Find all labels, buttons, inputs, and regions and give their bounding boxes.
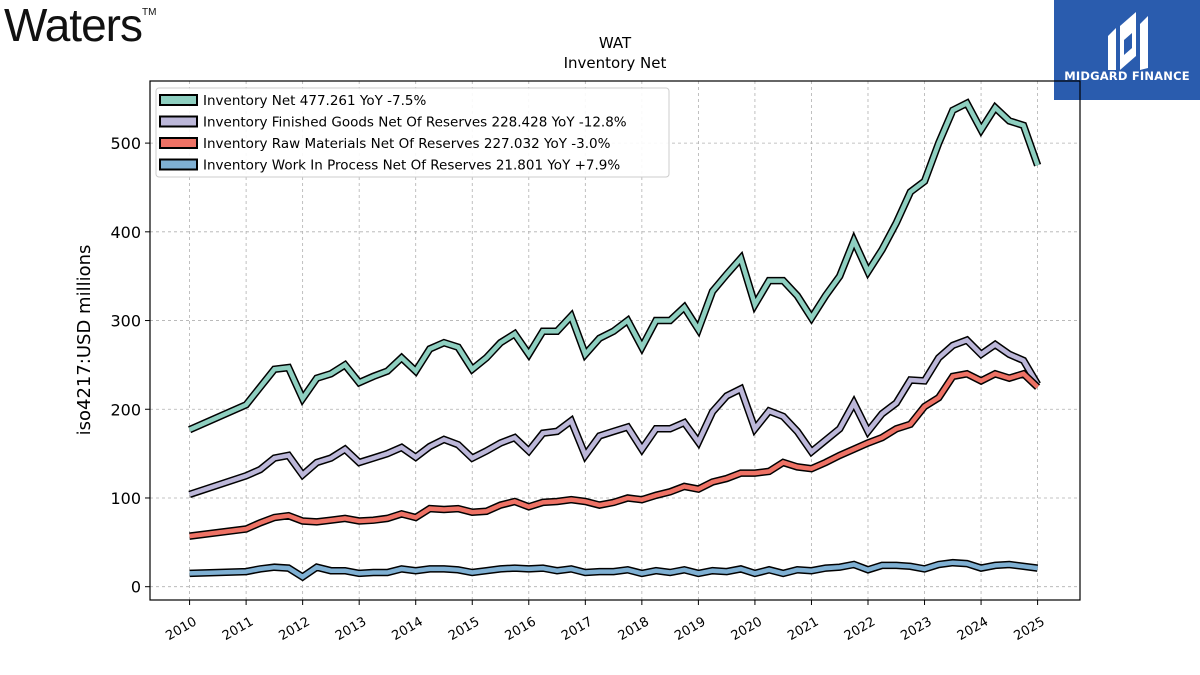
x-tick-label: 2013 (333, 614, 369, 644)
x-tick-label: 2018 (616, 614, 652, 644)
legend-label: Inventory Work In Process Net Of Reserve… (203, 158, 620, 174)
trademark-mark: TM (141, 7, 157, 18)
x-tick-label: 2019 (672, 614, 708, 644)
x-tick-label: 2011 (220, 614, 256, 644)
x-tick-label: 2010 (163, 614, 199, 644)
y-tick-label: 0 (131, 578, 141, 597)
x-tick-label: 2015 (446, 614, 482, 644)
legend-swatch (159, 94, 198, 106)
chart-title: WAT (599, 34, 632, 52)
legend-swatch (159, 158, 198, 171)
legend-swatch (159, 115, 198, 128)
legend-label: Inventory Net 477.261 YoY -7.5% (203, 93, 426, 109)
y-axis-label: iso4217:USD millions (74, 245, 95, 436)
y-tick-label: 500 (110, 134, 141, 153)
x-tick-label: 2017 (559, 614, 595, 644)
y-tick-label: 400 (110, 223, 141, 242)
series-line (188, 100, 1040, 432)
legend-swatch (159, 137, 198, 149)
series-line (188, 337, 1040, 497)
brand-logo: MIDGARD FINANCE (1054, 0, 1200, 100)
chart-subtitle: Inventory Net (564, 54, 667, 72)
x-tick-label: 2020 (729, 614, 765, 644)
x-tick-label: 2014 (390, 614, 426, 644)
y-tick-label: 300 (110, 312, 141, 331)
plot-frame (149, 80, 1081, 601)
company-logo: WatersTM (4, 0, 156, 52)
x-tick-label: 2023 (898, 614, 934, 644)
series-line (189, 560, 1038, 580)
legend-label: Inventory Finished Goods Net Of Reserves… (203, 115, 627, 131)
legend-label: Inventory Raw Materials Net Of Reserves … (203, 136, 611, 152)
y-tick-label: 200 (110, 400, 141, 419)
brand-emblem-icon (1108, 12, 1148, 70)
x-tick-label: 2012 (276, 614, 312, 644)
legend-box (155, 87, 670, 178)
x-tick-label: 2022 (842, 614, 878, 644)
x-tick-label: 2025 (1011, 614, 1047, 644)
company-logo-text: Waters (4, 0, 143, 51)
y-tick-label: 100 (110, 489, 141, 508)
brand-name: MIDGARD FINANCE (1064, 69, 1190, 83)
series-lines (188, 98, 1042, 582)
series-line (189, 371, 1040, 539)
x-tick-label: 2024 (955, 614, 991, 644)
series-line-outline (188, 335, 1041, 498)
series-line-outline (189, 369, 1041, 540)
legend: Inventory Net 477.261 YoY -7.5% Inventory… (155, 87, 670, 178)
x-tick-label: 2016 (503, 614, 539, 644)
x-tick-label: 2021 (785, 614, 821, 644)
